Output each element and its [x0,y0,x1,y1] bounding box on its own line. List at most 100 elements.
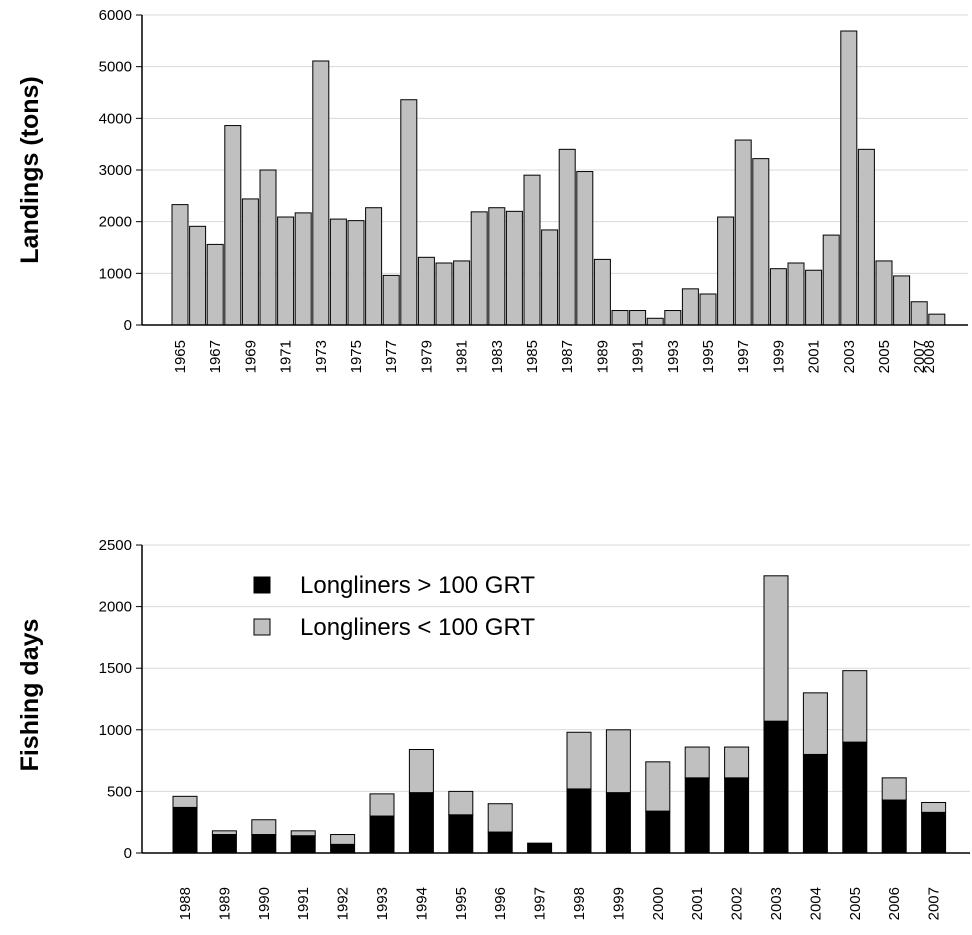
bar-2002-under-100grt [724,746,750,779]
y-tick-label: 3000 [99,162,132,179]
x-tick-label: 1993 [665,340,682,373]
y-tick-label: 500 [107,783,132,800]
bar-1998-over-100grt [566,788,592,854]
x-tick-label: 1995 [700,340,717,373]
bar-1979 [417,256,435,326]
bar-2005-under-100grt [842,670,868,743]
y-tick-label: 1000 [99,722,132,739]
bar-1977 [382,274,400,326]
bar-1984 [505,210,523,326]
bar-2000 [787,262,805,326]
x-tick-label: 1999 [610,887,627,920]
bar-1968 [224,125,242,326]
bar-2007-over-100grt [921,811,947,854]
bar-1993 [664,310,682,326]
bar-2001-under-100grt [684,746,710,779]
x-tick-label: 1977 [383,340,400,373]
bar-1978 [400,99,418,326]
x-tick-label: 2008 [921,340,938,373]
x-tick-label: 1993 [374,887,391,920]
bar-1986 [541,229,559,326]
bar-2006 [893,275,911,326]
x-tick-label: 2005 [847,887,864,920]
bar-2006-under-100grt [881,777,907,801]
bar-2007 [910,301,928,326]
bar-2003-over-100grt [763,720,789,854]
x-tick-label: 2003 [768,887,785,920]
bar-1995-under-100grt [448,790,474,816]
x-tick-label: 1988 [177,887,194,920]
bar-1981 [453,260,471,326]
legend-label: Longliners > 100 GRT [300,572,535,599]
bar-1992-under-100grt [330,834,356,845]
bar-1969 [241,198,259,326]
bar-2001 [805,269,823,326]
bar-2008 [928,313,946,326]
y-tick-label: 6000 [99,7,132,24]
x-tick-label: 2005 [876,340,893,373]
y-tick-label: 5000 [99,59,132,76]
legend-label: Longliners < 100 GRT [300,614,535,641]
bar-1996 [717,216,735,326]
fishing-days-chart: 0 500 1000 1500 2000 2500 1988 1989 1990 1991 1992… [16,537,970,920]
x-tick-label: 1975 [348,340,365,373]
bar-2005 [875,260,893,326]
landings-chart: 0 1000 2000 3000 4000 5000 6000 1965 1967 1969 197… [16,7,968,373]
bar-1999-under-100grt [605,729,631,794]
bar-1980 [435,262,453,326]
bar-1992 [646,317,664,326]
x-tick-label: 1969 [242,340,259,373]
legend: Longliners > 100 GRT Longliners < 100 GRT [253,572,535,641]
bar-2000-over-100grt [645,810,671,854]
x-tick-label: 1990 [256,887,273,920]
x-tick-label: 2003 [841,340,858,373]
bar-1994-over-100grt [408,792,434,854]
y-axis-title: Landings (tons) [16,76,44,263]
bar-1999 [769,268,787,326]
x-tick-label: 1973 [313,340,330,373]
bar-1989 [593,258,611,326]
bar-1975 [347,220,365,326]
x-tick-label: 1994 [413,887,430,920]
x-tick-label: 1981 [454,340,471,373]
bar-2004-over-100grt [802,753,828,854]
bar-1995 [699,293,717,326]
bar-2001-over-100grt [684,777,710,854]
x-tick-label: 1991 [630,340,647,373]
y-tick-label: 1000 [99,265,132,282]
bar-1991-under-100grt [290,830,316,837]
bar-2006-over-100grt [881,799,907,854]
bar-1989-over-100grt [211,834,237,854]
x-tick-label: 1979 [418,340,435,373]
x-tick-label: 2004 [807,887,824,920]
bar-1997 [734,139,752,326]
x-tick-label: 1997 [532,887,549,920]
bar-2007-under-100grt [921,801,947,813]
bar-1992-over-100grt [330,843,356,854]
bar-1996-under-100grt [487,803,513,833]
x-tick-label: 1989 [216,887,233,920]
x-tick-label: 1987 [559,340,576,373]
x-tick-label: 2001 [806,340,823,373]
bar-1988-under-100grt [172,795,198,808]
x-tick-label: 2006 [886,887,903,920]
x-tick-label: 1965 [172,340,189,373]
bar-1994 [681,288,699,326]
y-tick-label: 2000 [99,599,132,616]
bar-2003 [840,30,858,326]
bar-1988-over-100grt [172,806,198,854]
bar-2003-under-100grt [763,575,789,722]
bar-1991-over-100grt [290,835,316,854]
bar-2000-under-100grt [645,761,671,812]
x-tick-label: 2007 [926,887,943,920]
x-tick-label: 1992 [335,887,352,920]
bar-2005-over-100grt [842,741,868,854]
bar-1990-over-100grt [251,834,277,854]
y-tick-label: 4000 [99,110,132,127]
bar-2004-under-100grt [802,692,828,755]
bar-2004 [857,148,875,326]
bar-1990 [611,310,629,326]
bar-1988 [576,171,594,326]
x-tick-label: 1989 [594,340,611,373]
x-tick-label: 1996 [492,887,509,920]
